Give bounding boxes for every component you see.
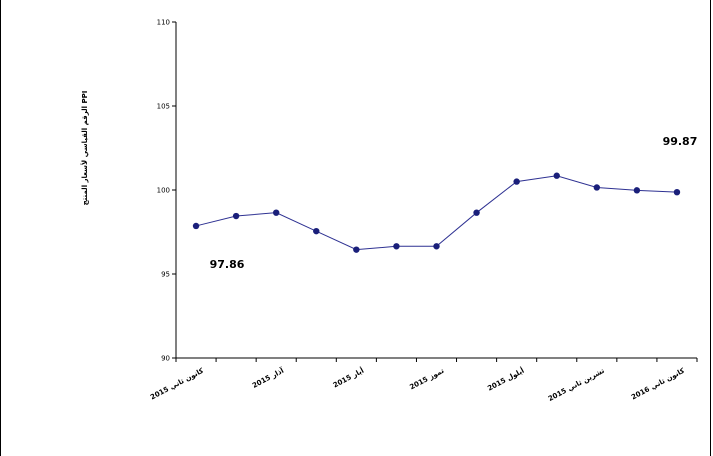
data-point xyxy=(192,222,200,230)
y-tick-label: 90 xyxy=(161,355,170,363)
series-line xyxy=(195,175,677,251)
data-label: 99.87 xyxy=(663,135,698,148)
x-tick-label: أيار 2015 xyxy=(331,366,365,390)
series-group xyxy=(192,172,681,253)
x-tick-label: تشرين ثاني 2015 xyxy=(547,367,606,404)
data-point xyxy=(473,209,480,216)
x-tick-label: كانون ثاني 2016 xyxy=(630,366,687,401)
x-tick-label: أيلول 2015 xyxy=(486,366,526,393)
x-tick-label: تموز 2015 xyxy=(408,367,445,392)
data-point xyxy=(232,212,240,220)
data-point xyxy=(673,188,681,196)
data-point xyxy=(633,187,641,194)
data-point xyxy=(353,246,360,253)
data-point xyxy=(553,172,560,179)
y-tick-label: 110 xyxy=(157,19,170,27)
data-point xyxy=(593,184,601,191)
x-tick-label: آذار 2015 xyxy=(251,366,286,390)
data-point xyxy=(272,209,280,216)
y-tick-label: 100 xyxy=(157,187,170,195)
y-axis-title: الرقم القياسي لأسعار المنتج PPI xyxy=(80,91,89,206)
data-point xyxy=(513,178,520,185)
tick-labels: 90 95 100 105 110 كانون ثاني 2015 آذار 2015 أيا… xyxy=(149,19,687,404)
y-axis-title-group: الرقم القياسي لأسعار المنتج PPI xyxy=(80,91,89,206)
axes xyxy=(172,21,698,362)
data-labels: 97.86 99.87 xyxy=(210,135,698,271)
y-tick-label: 105 xyxy=(157,103,170,111)
y-tick-label: 95 xyxy=(161,271,170,279)
data-point xyxy=(393,243,400,250)
data-point xyxy=(433,243,440,250)
data-point xyxy=(313,227,320,235)
data-label: 97.86 xyxy=(210,258,245,271)
x-tick-label: كانون ثاني 2015 xyxy=(149,366,206,401)
